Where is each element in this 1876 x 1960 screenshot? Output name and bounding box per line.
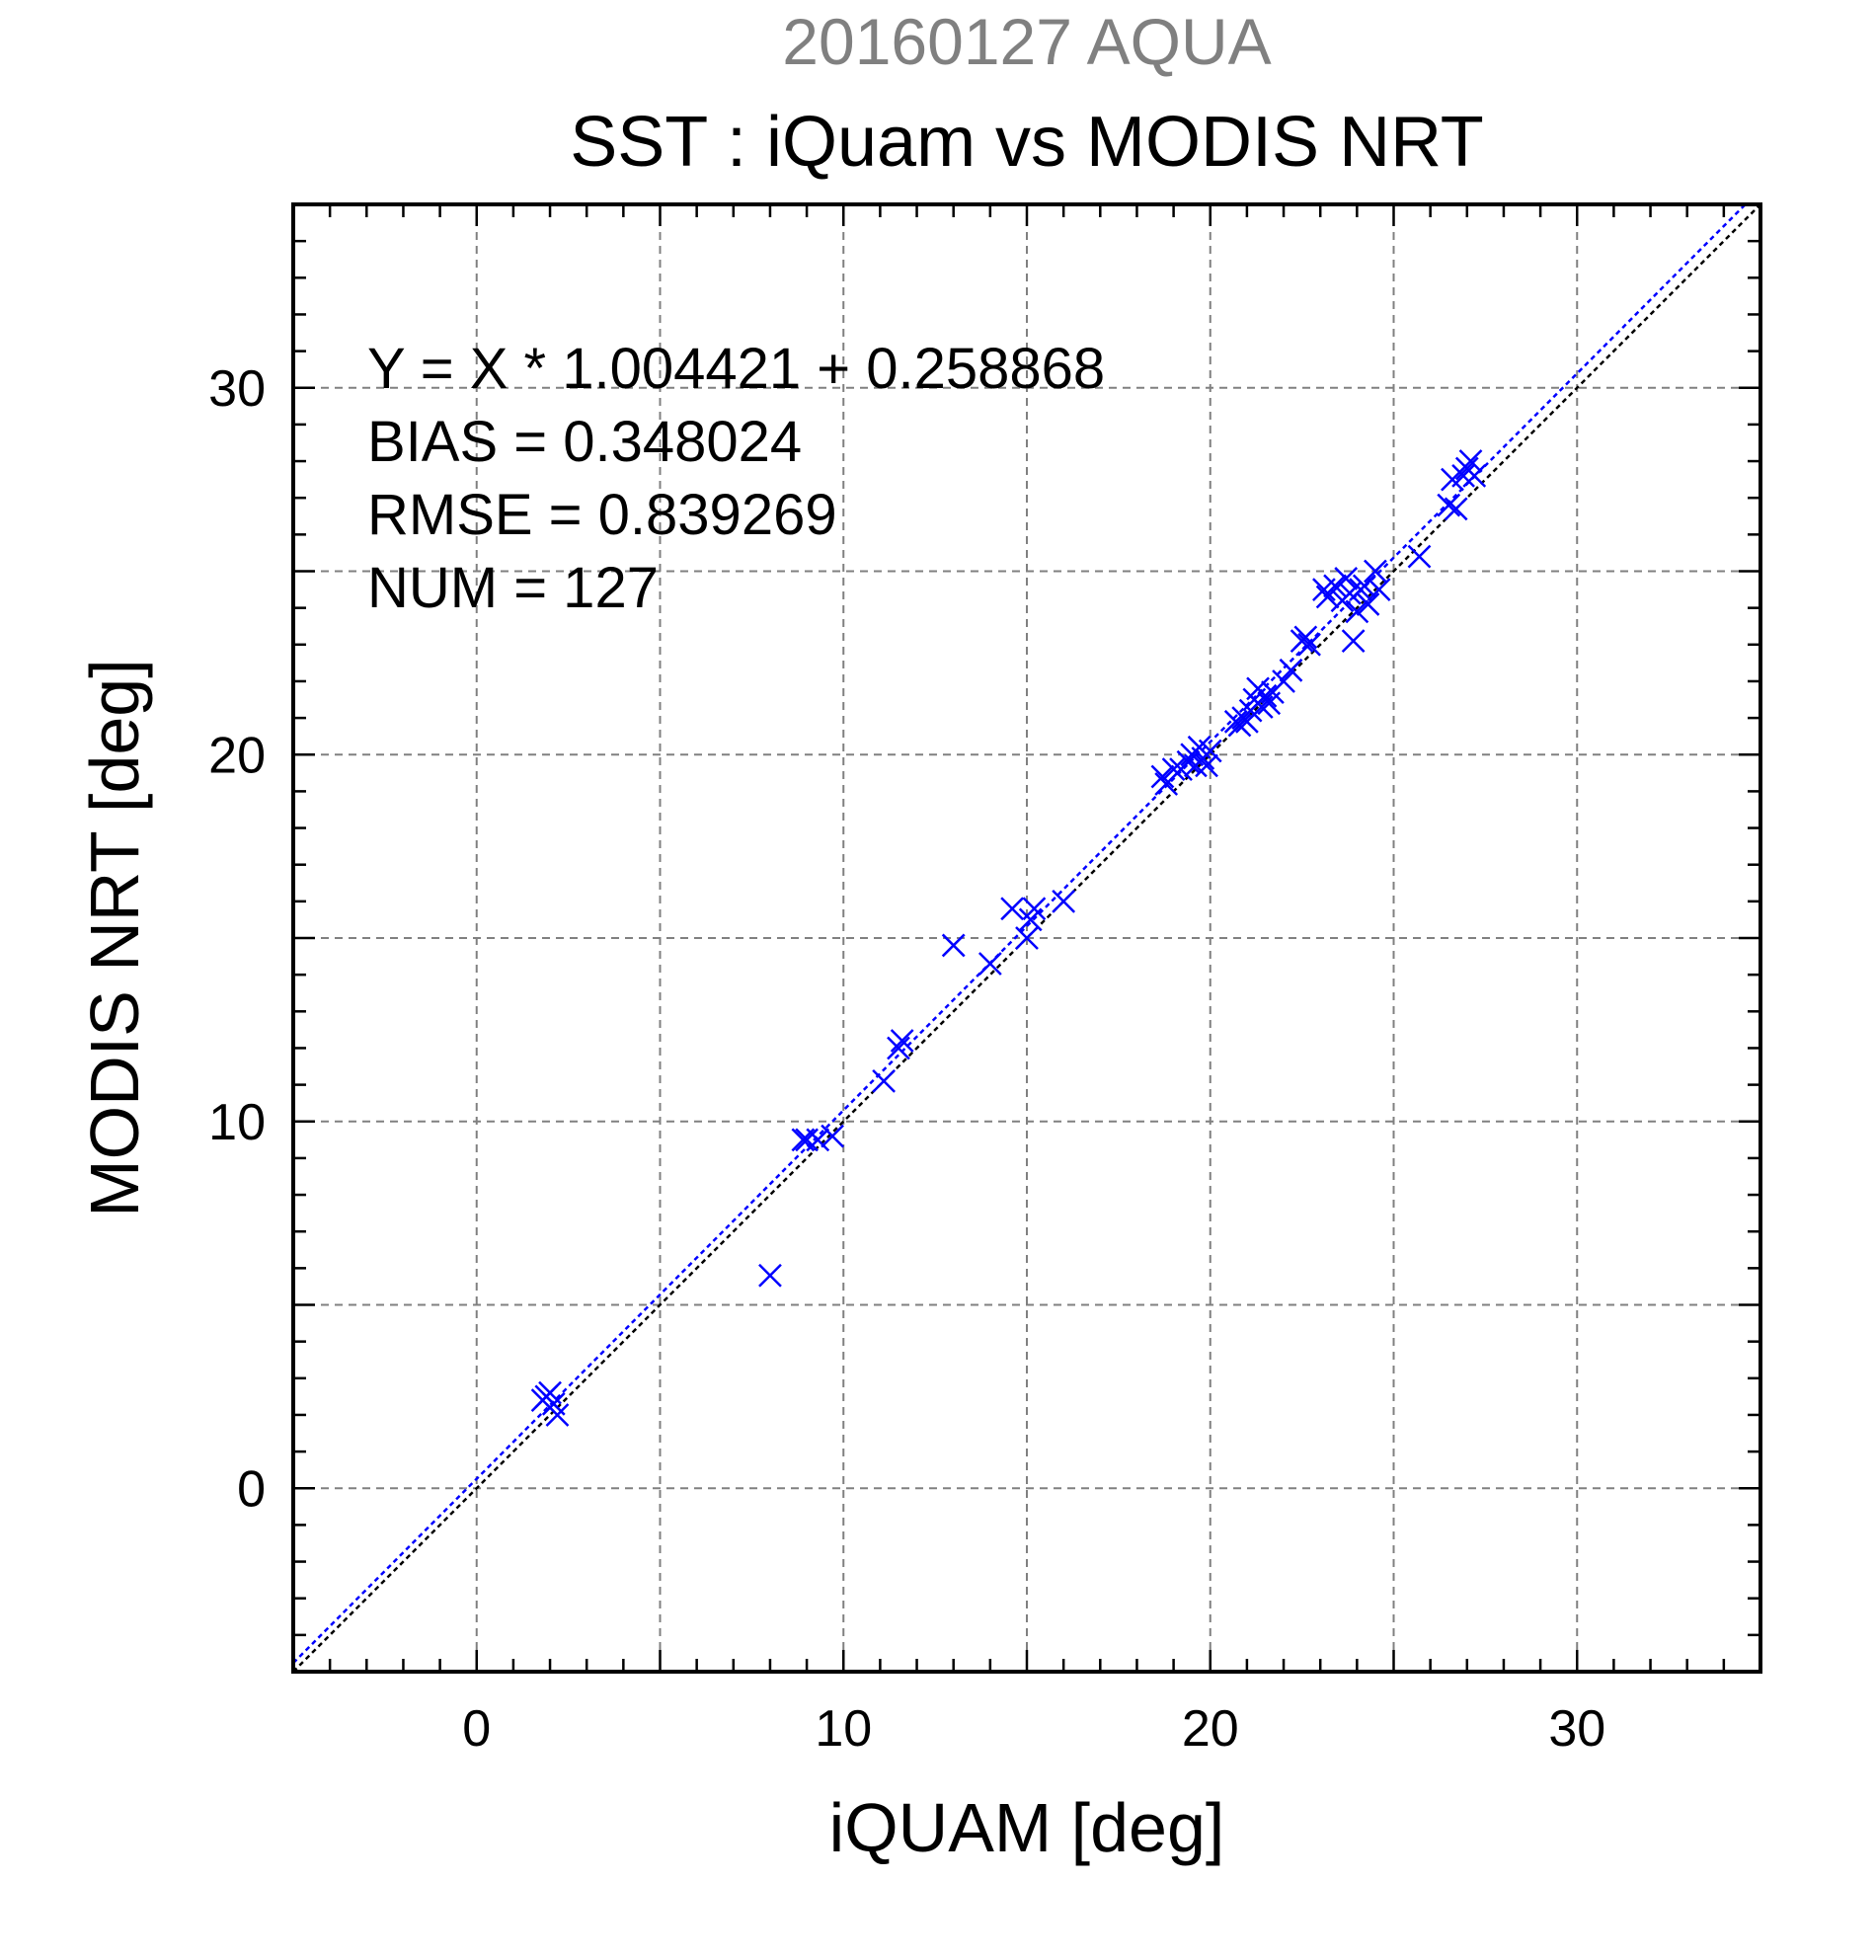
y-tick-label: 10 xyxy=(208,1094,266,1151)
data-point xyxy=(1407,544,1432,569)
data-point xyxy=(1150,764,1175,789)
data-point xyxy=(1161,757,1186,781)
x-tick-label: 20 xyxy=(1182,1700,1239,1758)
data-point xyxy=(887,1036,910,1060)
data-point xyxy=(1341,629,1366,653)
x-tick-label: 0 xyxy=(462,1700,491,1758)
data-point xyxy=(1279,658,1303,682)
data-point xyxy=(1352,574,1376,598)
y-tick-label: 0 xyxy=(237,1460,266,1518)
data-point xyxy=(1437,493,1461,517)
chart-title: SST : iQuam vs MODIS NRT xyxy=(570,103,1484,182)
x-tick-label: 10 xyxy=(815,1700,872,1758)
data-point xyxy=(821,1124,844,1148)
data-point xyxy=(1462,464,1487,488)
data-point xyxy=(1176,749,1201,774)
rmse-text: RMSE = 0.839269 xyxy=(367,483,837,547)
line-layer xyxy=(292,203,1761,1673)
chart-supertitle: 20160127 AQUA xyxy=(782,5,1271,78)
data-point xyxy=(1272,669,1295,693)
y-tick-label: 20 xyxy=(208,727,266,784)
data-point xyxy=(1293,625,1318,650)
data-point xyxy=(1000,897,1025,921)
fit-equation-text: Y = X * 1.004421 + 0.258868 xyxy=(367,337,1105,401)
data-point xyxy=(1253,683,1278,708)
data-point xyxy=(1015,926,1039,950)
data-point xyxy=(530,1388,555,1412)
num-text: NUM = 127 xyxy=(367,556,659,620)
data-point xyxy=(758,1263,782,1288)
data-point xyxy=(1334,567,1359,590)
data-point xyxy=(1297,632,1321,657)
y-tick-label: 30 xyxy=(208,360,266,418)
point-layer xyxy=(530,449,1487,1427)
fit-line xyxy=(292,203,1747,1665)
data-point xyxy=(795,1128,819,1152)
data-point xyxy=(1356,592,1380,616)
data-point xyxy=(1364,559,1387,584)
data-point xyxy=(1195,753,1218,778)
data-point xyxy=(1444,497,1468,521)
data-point xyxy=(1451,464,1475,488)
data-point xyxy=(872,1069,896,1093)
data-point xyxy=(977,952,1002,976)
x-axis-label: iQUAM [deg] xyxy=(829,1789,1225,1866)
data-point xyxy=(1345,599,1369,624)
data-point xyxy=(1458,449,1483,473)
data-point xyxy=(1227,713,1252,738)
tick-label-layer: 0 0 10 10 20 20 30 30 xyxy=(208,360,1605,1758)
data-point xyxy=(941,933,966,958)
data-point xyxy=(806,1128,830,1152)
data-point xyxy=(1367,578,1391,601)
plot-frame xyxy=(291,202,1762,1674)
bias-text: BIAS = 0.348024 xyxy=(367,410,802,474)
data-point xyxy=(1198,739,1222,763)
data-point xyxy=(1052,889,1076,913)
stats-annotation: Y = X * 1.004421 + 0.258868 BIAS = 0.348… xyxy=(367,337,1105,620)
data-point xyxy=(890,1029,914,1053)
data-point xyxy=(1315,585,1340,609)
x-tick-label: 30 xyxy=(1548,1700,1605,1758)
data-point xyxy=(1022,897,1047,921)
data-point xyxy=(1323,574,1347,598)
y-axis-label: MODIS NRT [deg] xyxy=(76,659,153,1216)
tick-layer xyxy=(293,204,1760,1672)
